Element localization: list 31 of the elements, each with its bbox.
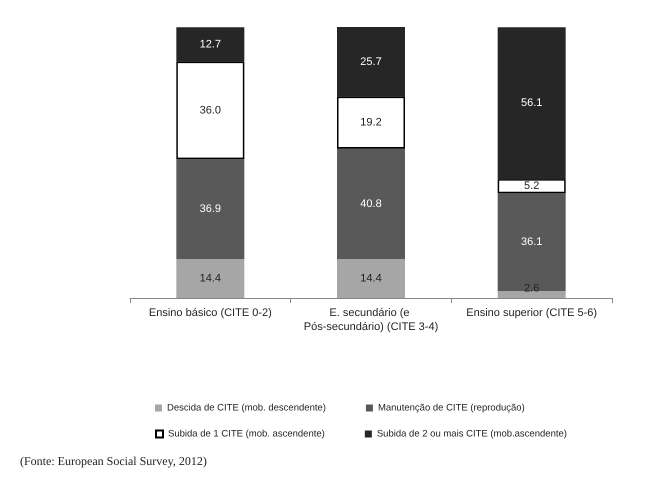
data-label: 56.1	[520, 97, 542, 110]
x-tick-label: Ensino básico (CITE 0-2)	[148, 307, 272, 319]
legend-label: Manutenção de CITE (reprodução)	[378, 402, 525, 414]
bar	[176, 159, 244, 260]
data-label: 25.7	[360, 56, 382, 68]
data-label: 12.7	[200, 38, 222, 50]
bar	[498, 290, 566, 298]
data-label: 14.4	[360, 272, 382, 285]
x-tick-label: Ensino superior (CITE 5-6)	[466, 307, 598, 319]
data-label: 19.2	[360, 116, 382, 129]
data-label: 5.2	[524, 180, 540, 192]
legend-label: Subida de 1 CITE (mob. ascendente)	[168, 428, 325, 440]
legend-label: Descida de CITE (mob. descendente)	[167, 402, 326, 414]
data-label: 40.8	[360, 198, 382, 210]
bar	[176, 62, 244, 160]
bar	[498, 193, 566, 291]
bar	[498, 179, 566, 194]
bar	[498, 27, 566, 180]
data-label: 14.4	[200, 272, 222, 285]
legend-label: Subida de 2 ou mais CITE (mob.ascendente)	[376, 428, 567, 440]
text: (Fonte: European Social Survey, 2012)	[20, 454, 207, 468]
data-label: 36.9	[200, 203, 222, 216]
bar	[337, 259, 405, 298]
bar	[337, 96, 405, 149]
bar	[337, 27, 405, 97]
data-label: 36.1	[520, 236, 542, 248]
bar	[176, 259, 244, 298]
data-label: 36.0	[200, 104, 222, 116]
bar	[176, 27, 244, 62]
bar	[337, 148, 405, 260]
x-tick-label: E. secundário (e Pós-secundário) (CITE 3-4)	[304, 307, 438, 333]
